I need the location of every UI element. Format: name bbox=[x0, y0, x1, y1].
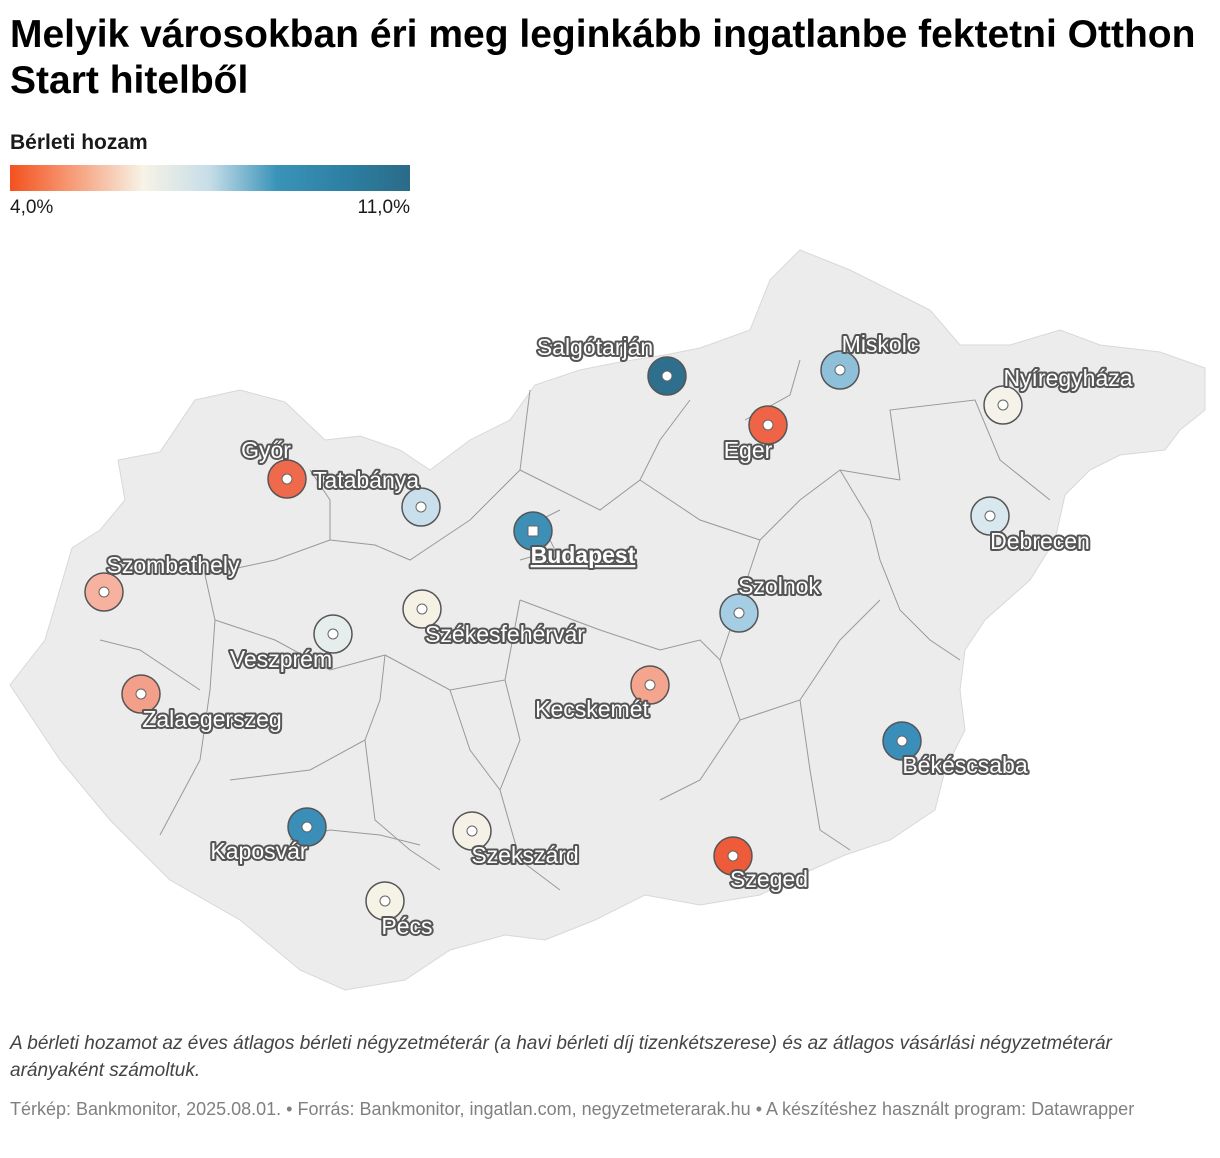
city-label-bekescsaba: Békéscsaba bbox=[902, 752, 1028, 778]
city-markers: Salgótarján Miskolc Nyíregyháza Eger Győr Tat… bbox=[84, 329, 1135, 941]
city-dot-icon bbox=[727, 850, 739, 862]
city-dot-icon bbox=[466, 825, 478, 837]
city-marker-gyor[interactable] bbox=[267, 459, 307, 499]
legend-min-label: 4,0% bbox=[10, 197, 54, 218]
legend-title: Bérleti hozam bbox=[10, 131, 148, 154]
city-dot-icon bbox=[997, 399, 1009, 411]
city-marker-debrecen[interactable] bbox=[970, 496, 1010, 536]
city-marker-tatabanya[interactable] bbox=[401, 487, 441, 527]
city-marker-nyiregyhaza[interactable] bbox=[983, 385, 1023, 425]
city-dot-icon bbox=[834, 364, 846, 376]
country-shape bbox=[9, 249, 1206, 991]
capital-square-icon bbox=[527, 525, 539, 537]
city-dot-icon bbox=[661, 370, 673, 382]
city-marker-kaposvar[interactable] bbox=[287, 807, 327, 847]
city-dot-icon bbox=[416, 603, 428, 615]
city-label-nyiregyhaza: Nyíregyháza bbox=[1003, 365, 1132, 391]
city-marker-szekszard[interactable] bbox=[452, 811, 492, 851]
city-marker-zalaegerszeg[interactable] bbox=[121, 674, 161, 714]
city-label-szolnok: Szolnok bbox=[738, 573, 820, 599]
city-marker-szolnok[interactable] bbox=[719, 593, 759, 633]
city-marker-miskolc[interactable] bbox=[820, 350, 860, 390]
city-marker-pecs[interactable] bbox=[365, 881, 405, 921]
city-label-salgotarjan: Salgótarján bbox=[537, 334, 653, 360]
city-dot-icon bbox=[281, 473, 293, 485]
city-marker-salgotarjan[interactable] bbox=[647, 356, 687, 396]
city-dot-icon bbox=[762, 419, 774, 431]
city-dot-icon bbox=[327, 628, 339, 640]
city-label-budapest: Budapest bbox=[531, 542, 636, 568]
city-marker-szombathely[interactable] bbox=[84, 572, 124, 612]
city-marker-bekescsaba[interactable] bbox=[882, 721, 922, 761]
city-label-szombathely: Szombathely bbox=[107, 552, 240, 578]
city-dot-icon bbox=[98, 586, 110, 598]
city-label-pecs: Pécs bbox=[381, 913, 432, 939]
city-label-szeged: Szeged bbox=[730, 866, 808, 892]
city-dot-icon bbox=[379, 895, 391, 907]
city-dot-icon bbox=[896, 735, 908, 747]
city-marker-veszprem[interactable] bbox=[313, 614, 353, 654]
color-legend: Bérleti hozam 4,0% 11,0% bbox=[10, 131, 410, 218]
legend-max-label: 11,0% bbox=[357, 197, 410, 218]
city-dot-icon bbox=[644, 679, 656, 691]
city-marker-eger[interactable] bbox=[748, 405, 788, 445]
source-footer: Térkép: Bankmonitor, 2025.08.01. • Forrá… bbox=[10, 1099, 1135, 1119]
city-marker-szekesfehervar[interactable] bbox=[402, 589, 442, 629]
city-dot-icon bbox=[984, 510, 996, 522]
city-dot-icon bbox=[135, 688, 147, 700]
city-marker-budapest[interactable] bbox=[513, 511, 553, 551]
chart-title: Melyik városokban éri meg leginkább inga… bbox=[10, 13, 1196, 102]
methodology-note: A bérleti hozamot az éves átlagos bérlet… bbox=[10, 1033, 1112, 1081]
city-label-zalaegerszeg: Zalaegerszeg bbox=[142, 706, 281, 732]
hungary-map: Salgótarján Miskolc Nyíregyháza Eger Győr Tat… bbox=[9, 249, 1206, 991]
city-label-miskolc: Miskolc bbox=[842, 331, 919, 357]
legend-gradient-bar bbox=[10, 165, 410, 191]
city-label-eger: Eger bbox=[724, 437, 773, 463]
city-label-veszprem: Veszprém bbox=[230, 646, 332, 672]
city-dot-icon bbox=[301, 821, 313, 833]
city-marker-kecskemet[interactable] bbox=[630, 665, 670, 705]
city-dot-icon bbox=[415, 501, 427, 513]
city-label-szekesfehervar: Székesfehérvár bbox=[425, 621, 585, 647]
city-label-kecskemet: Kecskemét bbox=[535, 696, 649, 722]
city-dot-icon bbox=[733, 607, 745, 619]
city-label-tatabanya: Tatabánya bbox=[313, 467, 419, 493]
city-label-gyor: Győr bbox=[241, 437, 291, 463]
city-label-kaposvar: Kaposvár bbox=[210, 838, 308, 864]
city-label-debrecen: Debrecen bbox=[990, 528, 1090, 554]
city-marker-szeged[interactable] bbox=[713, 836, 753, 876]
city-label-szekszard: Szekszárd bbox=[471, 842, 578, 868]
